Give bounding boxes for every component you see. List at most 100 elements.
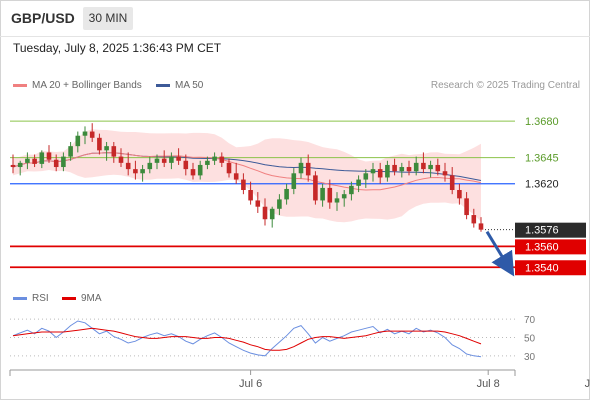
candle-body xyxy=(349,185,354,195)
rsi-panel: 70 50 30 xyxy=(10,315,536,363)
candle xyxy=(233,162,239,184)
rsi-ma-line xyxy=(12,327,482,351)
candle xyxy=(406,160,412,176)
candle xyxy=(89,123,95,142)
rsi-swatch-icon xyxy=(13,296,27,300)
candle xyxy=(169,152,174,170)
candle xyxy=(197,160,203,180)
candle-body xyxy=(277,199,282,209)
candle xyxy=(97,133,102,155)
level-labels: 1.3680 1.3645 1.3620 1.3576 1.3560 1.3540 xyxy=(485,116,586,277)
candle xyxy=(421,152,426,174)
candle xyxy=(39,150,45,169)
candle-body xyxy=(68,146,73,157)
candle xyxy=(212,152,217,165)
candle xyxy=(68,141,73,161)
candle xyxy=(241,173,246,195)
candle xyxy=(471,208,477,228)
candle-body xyxy=(435,164,441,172)
candle xyxy=(413,156,419,176)
candle-body xyxy=(334,198,340,203)
rsi-label: RSI xyxy=(32,293,49,304)
candle xyxy=(183,154,189,176)
candle xyxy=(327,179,333,209)
candle-body xyxy=(104,146,109,151)
level-lines xyxy=(10,120,586,269)
candle xyxy=(32,154,37,168)
candle-body xyxy=(25,158,30,163)
candle-body xyxy=(248,190,253,201)
bollinger-band-fill xyxy=(13,129,481,223)
candle-body xyxy=(370,169,376,174)
candle xyxy=(104,141,109,161)
candle xyxy=(154,154,160,170)
rsi9-label: 9MA xyxy=(81,293,102,304)
candle-body xyxy=(133,169,138,174)
candle xyxy=(478,217,484,232)
candle xyxy=(17,160,23,176)
candle xyxy=(176,148,181,165)
candle xyxy=(219,152,225,168)
candle xyxy=(313,171,318,205)
candle-body xyxy=(457,190,462,199)
candle-body xyxy=(421,162,426,170)
candle-body xyxy=(255,200,261,207)
legend-rsi9: 9MA xyxy=(62,293,102,304)
legend-ma50: MA 50 xyxy=(156,80,203,91)
candle xyxy=(442,162,448,182)
candle xyxy=(305,154,311,182)
candle xyxy=(10,154,16,174)
last-price-label: 1.3576 xyxy=(525,225,559,237)
x-axis: Jul 6 Jul 8 Jul 9 xyxy=(9,369,590,390)
candle-body xyxy=(413,162,419,172)
candle xyxy=(320,183,325,207)
ma20-line xyxy=(12,152,482,191)
candle xyxy=(46,145,52,163)
candle-body xyxy=(219,156,225,163)
rsi-line xyxy=(12,320,482,358)
candle xyxy=(435,158,441,176)
credit-text: Research © 2025 Trading Central xyxy=(430,80,580,91)
candle xyxy=(370,162,376,182)
candle xyxy=(377,162,383,184)
candle-body xyxy=(399,167,405,172)
candle-body xyxy=(97,137,102,151)
candle-body xyxy=(471,215,477,224)
candle-body xyxy=(154,158,160,163)
x-axis-label: Jul 6 xyxy=(239,378,262,390)
pivot-label: 1.3620 xyxy=(525,179,559,191)
candle-body xyxy=(406,167,412,172)
candle-body xyxy=(226,162,232,174)
symbol-label: GBP/USD xyxy=(11,10,75,26)
candles xyxy=(10,123,484,232)
x-axis-label: Jul 9 xyxy=(585,378,590,390)
candle-body xyxy=(327,187,333,203)
candle xyxy=(349,181,354,201)
candle-body xyxy=(53,159,59,168)
candle xyxy=(277,194,282,216)
candle xyxy=(190,162,196,180)
legend-rsi: RSI xyxy=(13,293,49,304)
candle xyxy=(385,160,390,182)
candle xyxy=(284,183,289,205)
candle-body xyxy=(428,164,433,170)
candle-body xyxy=(140,169,145,174)
candle xyxy=(161,150,167,168)
rsi-tick-label: 50 xyxy=(524,334,536,345)
candle-body xyxy=(147,162,153,170)
candle-body xyxy=(46,152,52,160)
candle-body xyxy=(125,162,131,170)
candle-body xyxy=(197,164,203,176)
support-label: 1.3560 xyxy=(525,241,559,253)
candle xyxy=(298,157,304,179)
resistance-label: 1.3645 xyxy=(525,153,559,165)
resistance-label: 1.3680 xyxy=(525,116,559,128)
candle-body xyxy=(356,179,361,186)
rsi-tick-label: 70 xyxy=(524,315,536,326)
candle xyxy=(82,126,88,145)
moving-averages xyxy=(12,152,482,191)
bollinger-band xyxy=(13,129,481,223)
rsi9-swatch-icon xyxy=(62,296,76,300)
timeframe-button[interactable]: 30 MIN xyxy=(83,7,133,30)
